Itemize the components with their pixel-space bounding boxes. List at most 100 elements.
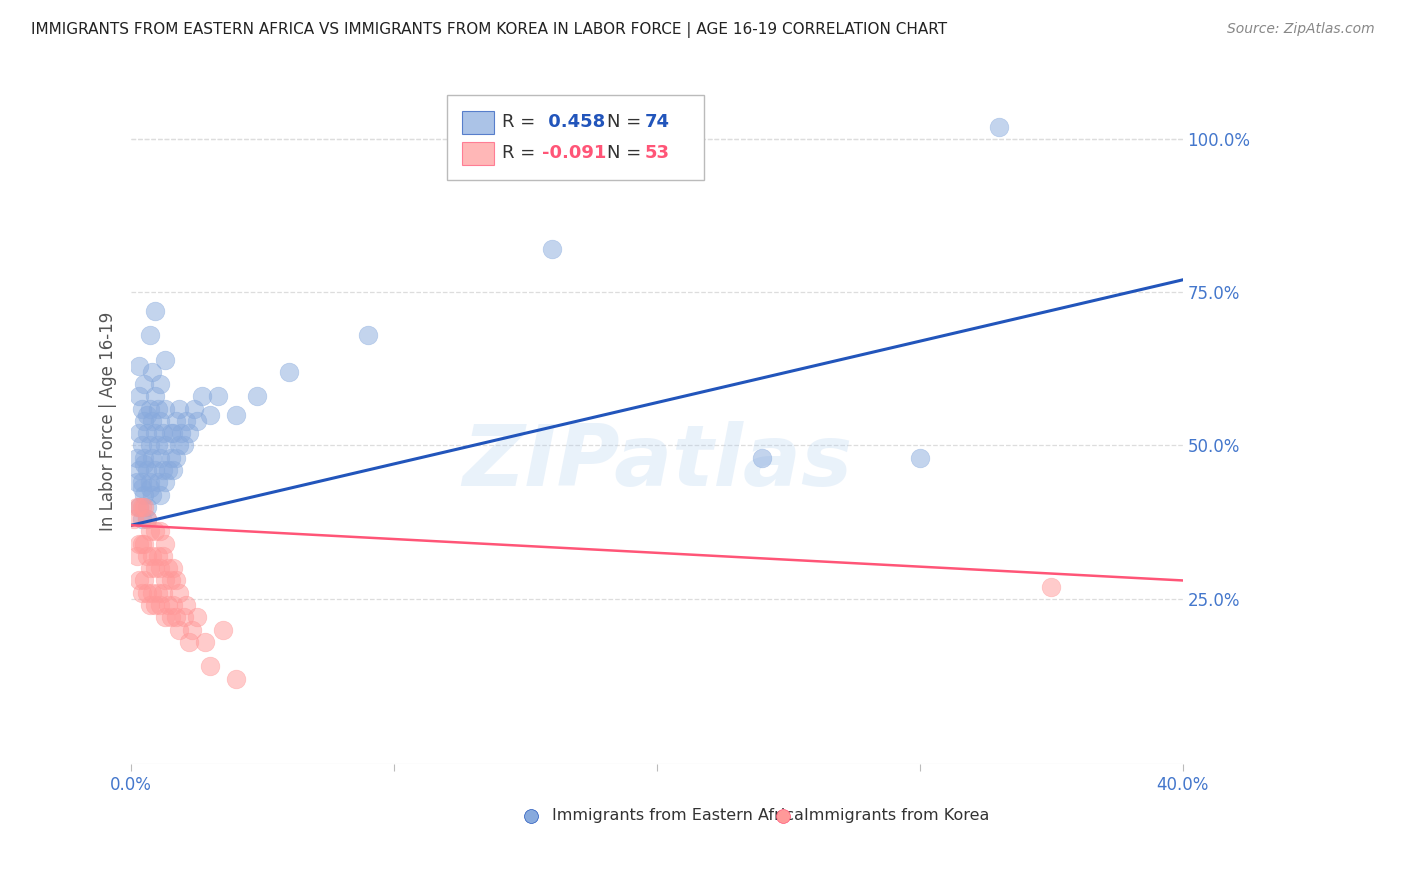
Point (143, 389, 166, 403)
Point (152, 549, 174, 563)
Point (155, 536, 177, 550)
Point (134, 377, 156, 392)
Point (149, 561, 172, 575)
Point (1040, 580, 1063, 594)
Point (146, 549, 169, 563)
Point (143, 303, 166, 318)
Point (149, 524, 172, 539)
Point (138, 561, 160, 575)
Point (138, 598, 160, 612)
Point (167, 585, 190, 599)
Point (162, 426, 184, 441)
Point (177, 634, 200, 648)
Text: ZIPatlas: ZIPatlas (461, 421, 852, 504)
Point (159, 426, 181, 441)
Point (159, 574, 181, 588)
Point (125, 450, 148, 465)
Point (143, 598, 166, 612)
Point (152, 585, 174, 599)
Text: 53: 53 (644, 144, 669, 162)
Point (198, 408, 221, 422)
Point (180, 623, 202, 637)
Point (141, 414, 163, 428)
Point (149, 598, 172, 612)
Text: R =: R = (502, 144, 541, 162)
Text: N =: N = (607, 144, 648, 162)
Text: Source: ZipAtlas.com: Source: ZipAtlas.com (1227, 22, 1375, 37)
Text: Immigrants from Eastern Africa: Immigrants from Eastern Africa (551, 808, 804, 823)
Point (167, 401, 190, 416)
Point (173, 610, 195, 624)
Point (131, 438, 153, 452)
Point (128, 426, 150, 441)
Point (138, 475, 160, 490)
Point (159, 450, 181, 465)
Point (136, 408, 159, 422)
Point (131, 500, 153, 514)
Point (146, 401, 169, 416)
Point (149, 377, 172, 392)
Point (143, 463, 166, 477)
Point (136, 463, 159, 477)
Point (170, 426, 193, 441)
Point (162, 561, 184, 575)
Point (162, 463, 184, 477)
Point (138, 401, 160, 416)
Point (146, 438, 169, 452)
Point (136, 500, 159, 514)
Text: Immigrants from Korea: Immigrants from Korea (804, 808, 990, 823)
Point (225, 672, 247, 686)
Point (134, 536, 156, 550)
Point (138, 328, 160, 343)
Point (157, 598, 180, 612)
Text: 74: 74 (644, 113, 669, 131)
Point (141, 487, 163, 501)
Point (152, 426, 174, 441)
Point (122, 512, 145, 526)
Point (908, 450, 931, 465)
Point (186, 414, 208, 428)
Point (131, 512, 153, 526)
Point (155, 352, 177, 367)
Point (143, 426, 166, 441)
Point (128, 574, 150, 588)
Point (357, 328, 380, 343)
Point (128, 463, 150, 477)
Point (183, 401, 205, 416)
Point (131, 536, 153, 550)
Point (176, 414, 198, 428)
Text: IMMIGRANTS FROM EASTERN AFRICA VS IMMIGRANTS FROM KOREA IN LABOR FORCE | AGE 16-: IMMIGRANTS FROM EASTERN AFRICA VS IMMIGR… (31, 22, 948, 38)
Point (207, 389, 229, 403)
Point (165, 450, 187, 465)
Point (134, 500, 156, 514)
Point (165, 414, 187, 428)
Point (246, 389, 269, 403)
Point (751, 450, 773, 465)
Point (155, 401, 177, 416)
Point (138, 438, 160, 452)
Point (149, 414, 172, 428)
Point (146, 475, 169, 490)
Point (162, 598, 184, 612)
Point (141, 450, 163, 465)
Point (131, 401, 153, 416)
FancyBboxPatch shape (447, 95, 704, 180)
Y-axis label: In Labor Force | Age 16-19: In Labor Force | Age 16-19 (100, 311, 117, 531)
Point (173, 438, 195, 452)
Point (134, 574, 156, 588)
Point (134, 457, 156, 471)
Point (136, 426, 159, 441)
Point (155, 574, 177, 588)
Point (134, 487, 156, 501)
Point (128, 500, 150, 514)
Text: 0.458: 0.458 (543, 113, 606, 131)
Point (136, 512, 159, 526)
FancyBboxPatch shape (463, 112, 494, 134)
Point (1119, 791, 1142, 805)
Point (149, 450, 172, 465)
Point (141, 549, 163, 563)
Point (138, 524, 160, 539)
Point (128, 500, 150, 514)
Point (149, 487, 172, 501)
Point (165, 574, 187, 588)
